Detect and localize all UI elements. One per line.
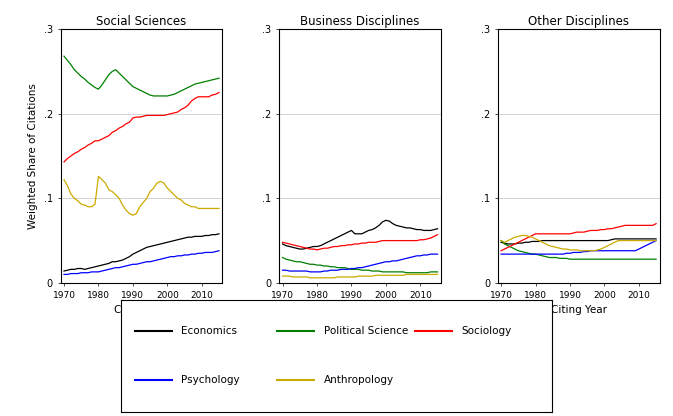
Text: Anthropology: Anthropology (324, 375, 394, 385)
Title: Social Sciences: Social Sciences (96, 15, 186, 28)
Text: Psychology: Psychology (182, 375, 240, 385)
Text: Economics: Economics (182, 326, 238, 336)
Y-axis label: Weighted Share of Citations: Weighted Share of Citations (28, 83, 38, 229)
X-axis label: Citing Year: Citing Year (551, 305, 606, 315)
Title: Business Disciplines: Business Disciplines (300, 15, 420, 28)
X-axis label: Citing Year: Citing Year (332, 305, 388, 315)
Text: Political Science: Political Science (324, 326, 408, 336)
Text: Sociology: Sociology (462, 326, 511, 336)
X-axis label: Citing Year: Citing Year (114, 305, 170, 315)
Title: Other Disciplines: Other Disciplines (528, 15, 629, 28)
